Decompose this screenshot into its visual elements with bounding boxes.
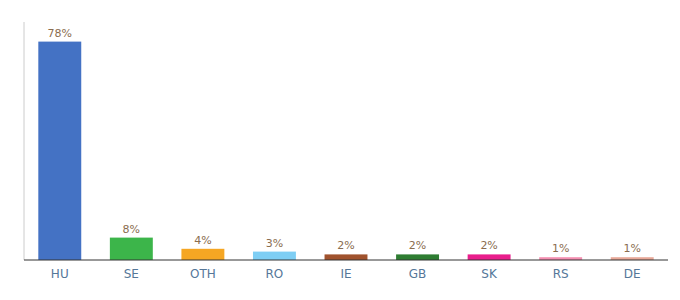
data-label: 2%	[480, 239, 497, 252]
data-labels: 78% 8% 4% 3% 2% 2% 2% 1% 1%	[48, 27, 641, 256]
bar	[325, 254, 368, 260]
bar	[38, 42, 81, 260]
data-label: 78%	[48, 27, 72, 40]
data-label: 4%	[194, 234, 211, 247]
data-label: 2%	[337, 239, 354, 252]
data-label: 1%	[623, 242, 640, 255]
x-tick-label: RS	[553, 267, 569, 281]
bar	[181, 249, 224, 260]
bar	[253, 252, 296, 260]
bar	[396, 254, 439, 260]
x-tick-labels: HU SE OTH RO IE GB SK RS DE	[51, 267, 641, 281]
x-tick-label: HU	[51, 267, 69, 281]
data-label: 2%	[409, 239, 426, 252]
bar	[110, 238, 153, 260]
data-label: 1%	[552, 242, 569, 255]
data-label: 3%	[266, 237, 283, 250]
x-tick-label: IE	[340, 267, 351, 281]
chart-container: 78% 8% 4% 3% 2% 2% 2% 1% 1% HU SE OTH RO IE GB SK RS DE	[0, 0, 680, 300]
x-tick-label: RO	[266, 267, 284, 281]
x-tick-label: GB	[409, 267, 427, 281]
x-tick-label: SE	[124, 267, 139, 281]
bar	[468, 254, 511, 260]
x-tick-label: DE	[624, 267, 641, 281]
y-axis-line	[24, 22, 25, 260]
x-tick-label: SK	[481, 267, 498, 281]
x-axis-line	[24, 260, 668, 261]
data-label: 8%	[123, 223, 140, 236]
bars	[38, 42, 653, 260]
x-tick-label: OTH	[190, 267, 216, 281]
chart-svg: 78% 8% 4% 3% 2% 2% 2% 1% 1% HU SE OTH RO IE GB SK RS DE	[0, 0, 680, 300]
